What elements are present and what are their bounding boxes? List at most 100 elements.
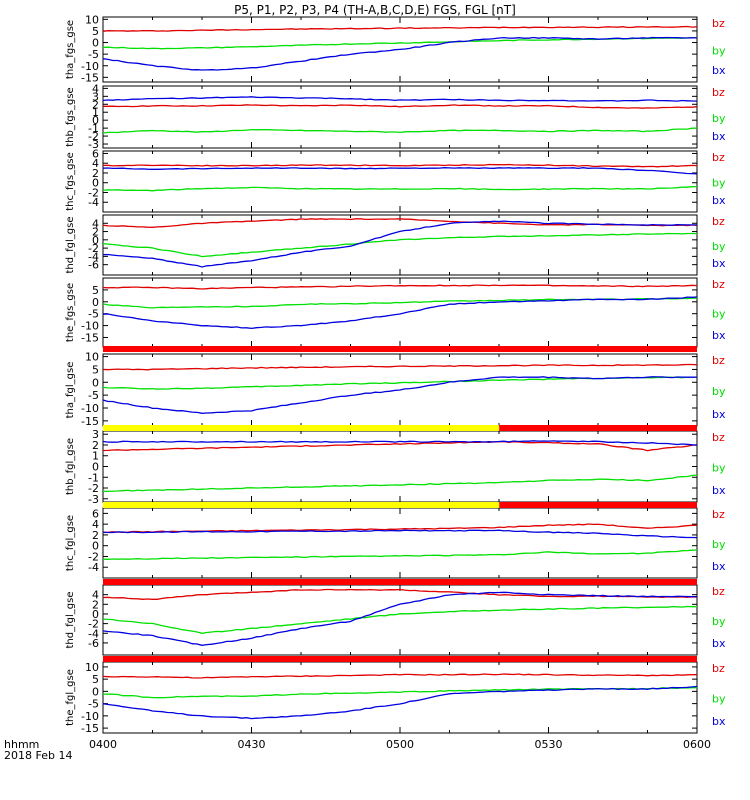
y-tick-label: -6 [88, 637, 99, 650]
legend-bx: bx [712, 257, 726, 270]
y-tick-label: 10 [85, 13, 99, 26]
y-tick-label: 2 [92, 167, 99, 180]
series-line-bx [102, 167, 698, 175]
legend-bx: bx [712, 64, 726, 77]
y-tick-label: 2 [92, 598, 99, 611]
status-bar-red [103, 656, 697, 662]
y-tick-label: 1 [92, 106, 99, 119]
x-tick-label: 0500 [386, 738, 414, 751]
y-tick-label: -4 [88, 561, 99, 574]
status-bar-red [499, 425, 697, 431]
y-tick-label: 0 [92, 177, 99, 190]
legend-by: by [712, 177, 726, 190]
y-tick-label: 5 [92, 25, 99, 38]
panel-thd_fgl_gse: 420-2-4-6 thd_fgl_gse bz by bx [65, 579, 726, 656]
series-line-bz [102, 363, 698, 371]
series-line-bz [102, 25, 698, 32]
y-axis-label: tha_fgl_gse [65, 362, 76, 419]
y-axis-label: thd_fgl_gse [65, 217, 76, 274]
y-tick-label: -2 [88, 130, 99, 143]
status-bar-red [103, 346, 697, 352]
series-line-bx [102, 440, 698, 446]
y-tick-label: -5 [88, 308, 99, 321]
legend-by: by [712, 308, 726, 321]
series-line-bx [102, 529, 698, 539]
series-line-by [102, 185, 698, 192]
legend-by: by [712, 112, 726, 125]
y-tick-label: 5 [92, 284, 99, 297]
y-axis-label: thb_fgl_gse [65, 438, 76, 495]
legend-bz: bz [712, 354, 725, 367]
y-tick-label: 6 [92, 507, 99, 520]
y-axis-label: thc_fgs_gse [65, 152, 76, 211]
series-line-bz [103, 104, 698, 109]
y-tick-label: -4 [88, 196, 99, 209]
panel-frame [102, 150, 698, 213]
panel-thd_fgl_gse: 420-2-4-6 thd_fgl_gse bz by bx [65, 214, 726, 276]
legend-bx: bx [712, 484, 726, 497]
y-tick-label: 2 [92, 226, 99, 239]
series-line-by [102, 474, 698, 493]
y-tick-label: -2 [88, 242, 99, 255]
series-line-bz [102, 163, 698, 168]
legend-bx: bx [712, 130, 726, 143]
legend-by: by [712, 385, 726, 398]
y-axis-label: thc_fgl_gse [65, 515, 76, 571]
legend-bz: bz [712, 215, 725, 228]
y-tick-label: -15 [81, 331, 99, 344]
y-tick-label: 0 [92, 461, 99, 474]
y-tick-label: 10 [85, 351, 99, 364]
y-tick-label: -1 [88, 122, 99, 135]
y-tick-label: -1 [88, 471, 99, 484]
panel-the_fgs_gse: 50-5-10-15 the_fgs_gse bz by bx [65, 277, 726, 352]
legend-bx: bx [712, 408, 726, 421]
legend-bx: bx [712, 329, 726, 342]
x-tick-label: 0400 [89, 738, 117, 751]
y-tick-label: -2 [88, 618, 99, 631]
legend-bz: bz [712, 662, 725, 675]
x-axis-label-unit: hhmm [4, 738, 39, 751]
y-tick-label: -6 [88, 259, 99, 272]
y-tick-label: 4 [92, 157, 99, 170]
legend-bz: bz [712, 585, 725, 598]
status-bar-red [499, 502, 697, 508]
y-tick-label: 0 [92, 234, 99, 247]
y-tick-label: 6 [92, 147, 99, 160]
legend-by: by [712, 615, 726, 628]
series-line-by [102, 605, 697, 634]
y-tick-label: -3 [88, 138, 99, 151]
series-line-bz [102, 284, 698, 290]
y-tick-label: 0 [92, 685, 99, 698]
y-tick-label: -2 [88, 186, 99, 199]
series-line-by [102, 232, 698, 258]
series-line-by [102, 376, 697, 390]
y-tick-label: -5 [88, 698, 99, 711]
y-tick-label: 4 [92, 589, 99, 602]
y-tick-label: -15 [81, 71, 99, 84]
y-axis-label: tha_fgs_gse [65, 20, 76, 79]
y-tick-label: 4 [92, 82, 99, 95]
y-tick-label: -4 [88, 250, 99, 263]
y-tick-label: 2 [92, 98, 99, 111]
series-line-bz [102, 673, 698, 679]
legend-bz: bz [712, 151, 725, 164]
x-tick-label: 0430 [238, 738, 266, 751]
y-tick-label: -10 [81, 320, 99, 333]
legend-by: by [712, 462, 726, 475]
series-line-bx [102, 591, 698, 646]
legend-bz: bz [712, 278, 725, 291]
panel-frame [102, 85, 698, 149]
series-line-bx [102, 296, 698, 330]
y-tick-label: -2 [88, 482, 99, 495]
legend-by: by [712, 240, 726, 253]
y-tick-label: 2 [92, 439, 99, 452]
y-tick-label: -3 [88, 493, 99, 506]
y-tick-label: 5 [92, 363, 99, 376]
y-tick-label: -10 [81, 60, 99, 73]
